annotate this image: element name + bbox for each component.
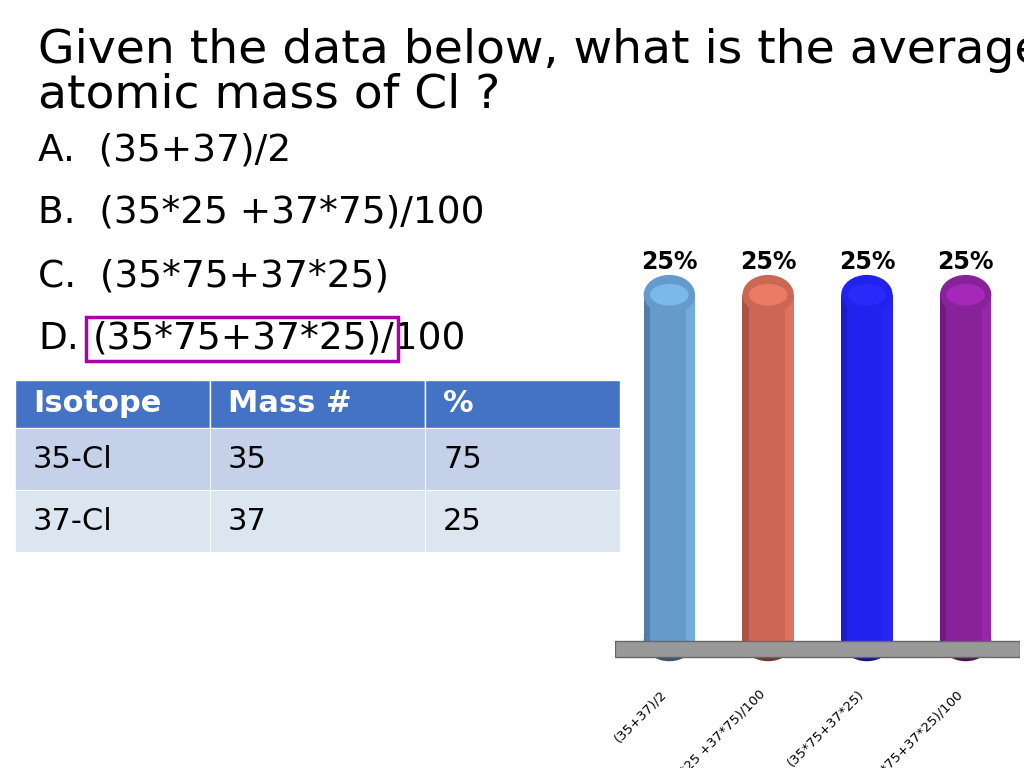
Ellipse shape [749, 284, 787, 306]
Bar [210, 428, 425, 490]
Bar [15, 428, 210, 490]
Text: D.: D. [38, 321, 79, 357]
Ellipse shape [841, 621, 893, 661]
Bar [742, 295, 749, 641]
Text: C.  (35*75+37*25): C. (35*75+37*25) [38, 258, 389, 294]
Bar [210, 490, 425, 552]
Bar [784, 295, 794, 641]
Text: (35*75+37*25)/100: (35*75+37*25)/100 [93, 321, 466, 357]
Bar [15, 380, 210, 428]
Ellipse shape [644, 275, 695, 315]
Bar [425, 428, 620, 490]
Ellipse shape [742, 621, 794, 661]
Text: 25: 25 [443, 507, 481, 535]
Bar [615, 641, 1020, 657]
Bar [982, 295, 991, 641]
Text: 25%: 25% [839, 250, 895, 274]
Ellipse shape [650, 284, 688, 306]
Text: 25%: 25% [740, 250, 797, 274]
Ellipse shape [940, 275, 991, 315]
Bar [742, 295, 794, 641]
Text: 37-Cl: 37-Cl [33, 507, 113, 535]
Text: atomic mass of Cl ?: atomic mass of Cl ? [38, 73, 501, 118]
Text: 35-Cl: 35-Cl [33, 445, 113, 474]
Bar [940, 295, 946, 641]
Bar [210, 380, 425, 428]
Bar [644, 295, 695, 641]
Bar [425, 490, 620, 552]
Ellipse shape [940, 621, 991, 661]
Bar [841, 295, 848, 641]
Text: B.  (35*25 +37*75)/100: B. (35*25 +37*75)/100 [38, 195, 484, 231]
Bar [425, 380, 620, 428]
Ellipse shape [841, 275, 893, 315]
Text: 35: 35 [228, 445, 267, 474]
Text: Mass #: Mass # [228, 389, 352, 419]
Text: Given the data below, what is the average: Given the data below, what is the averag… [38, 28, 1024, 73]
Bar [884, 295, 893, 641]
Text: 25%: 25% [641, 250, 697, 274]
Bar [841, 295, 893, 641]
Bar [940, 295, 991, 641]
Text: 37: 37 [228, 507, 267, 535]
Text: Isotope: Isotope [33, 389, 162, 419]
Bar [644, 295, 650, 641]
Ellipse shape [742, 275, 794, 315]
Ellipse shape [848, 284, 886, 306]
Text: 75: 75 [443, 445, 481, 474]
Text: 25%: 25% [937, 250, 994, 274]
Ellipse shape [946, 284, 985, 306]
Text: A.  (35+37)/2: A. (35+37)/2 [38, 132, 291, 168]
Bar [15, 490, 210, 552]
Bar [686, 295, 695, 641]
Ellipse shape [644, 621, 695, 661]
Text: %: % [443, 389, 474, 419]
